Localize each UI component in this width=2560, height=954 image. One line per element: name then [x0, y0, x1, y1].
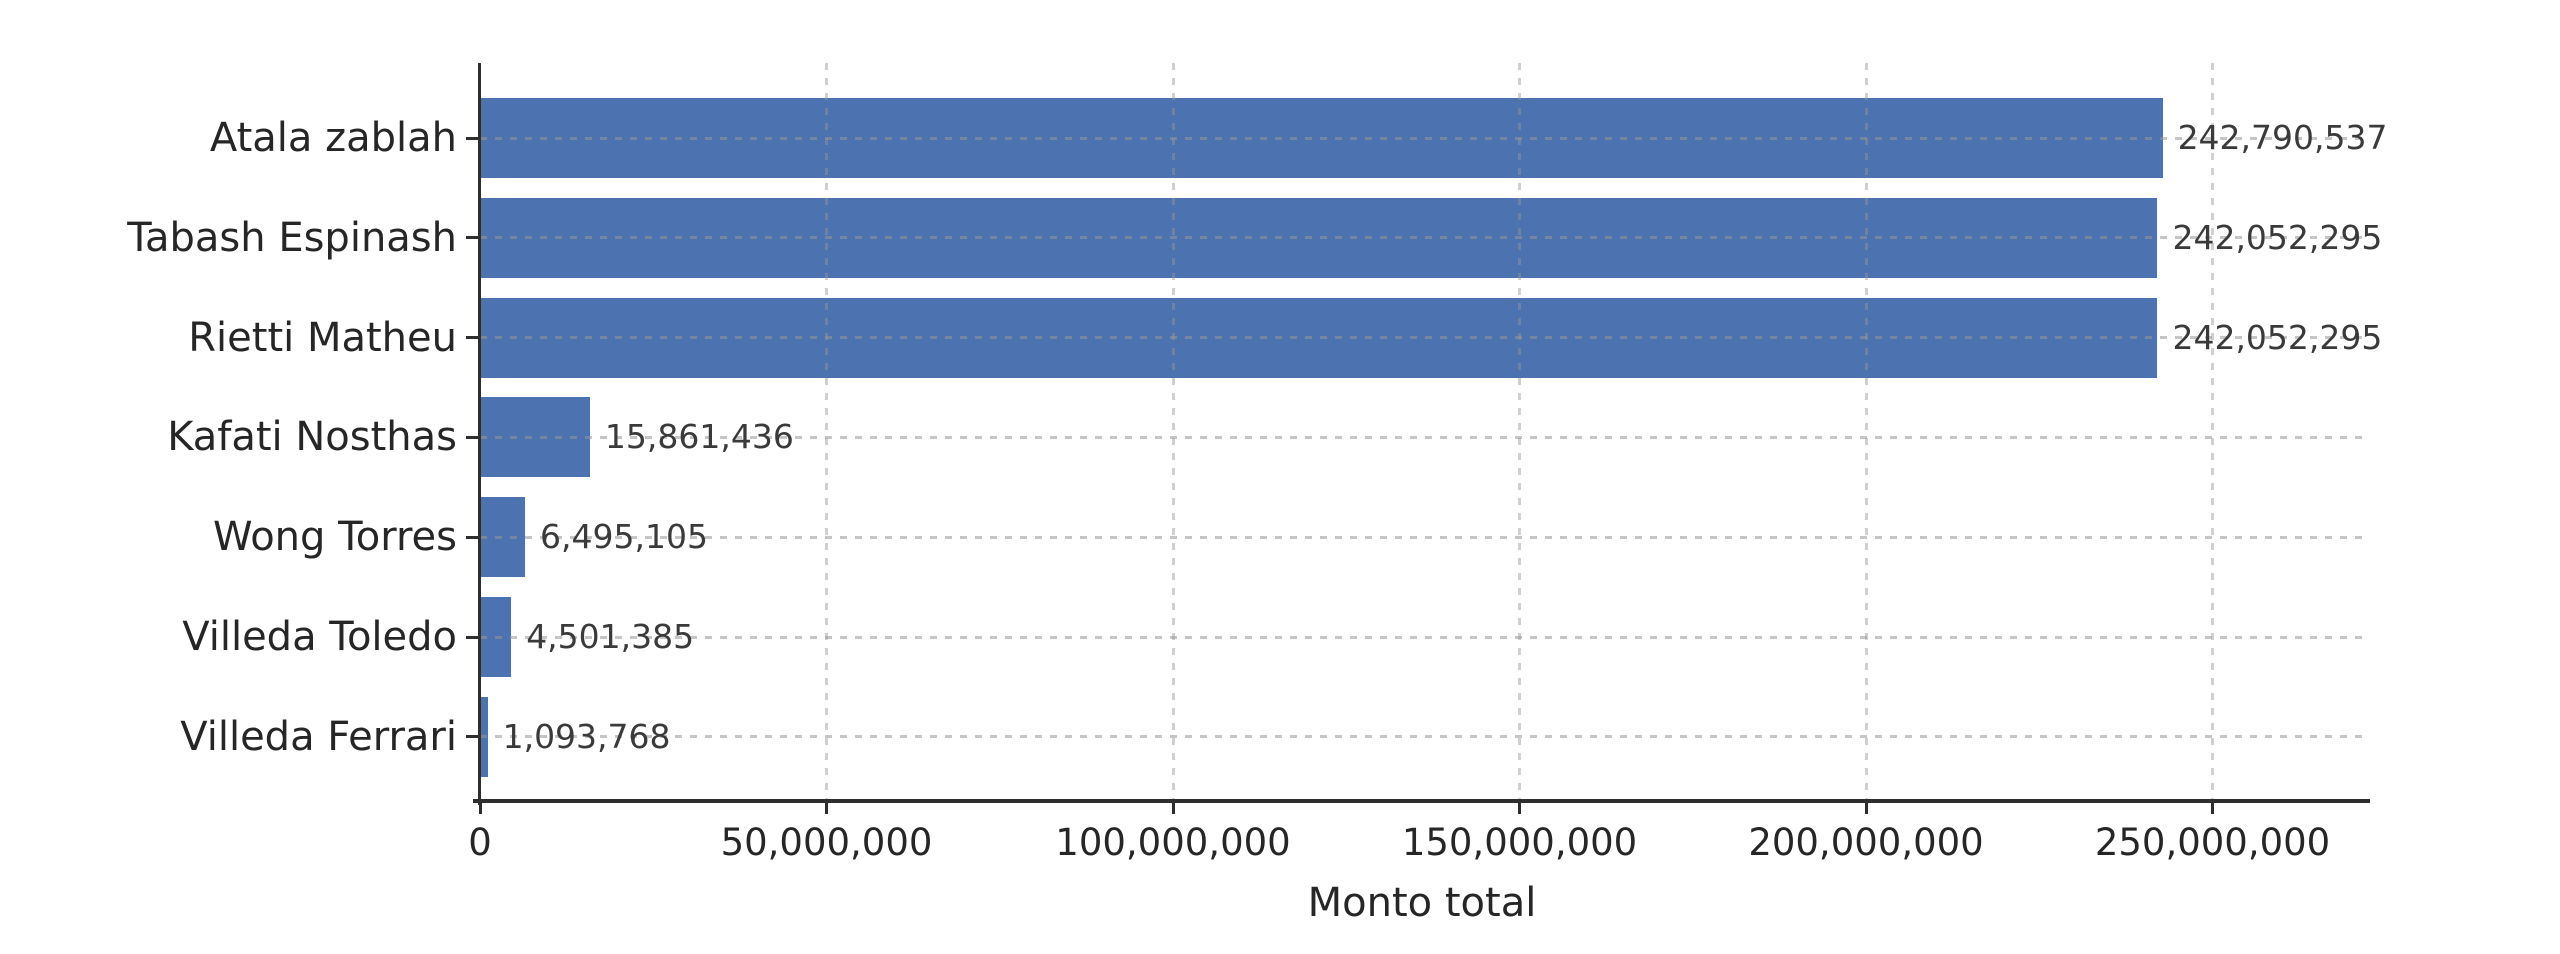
h-gridline-2 [480, 336, 2365, 340]
y-axis-spine [478, 63, 481, 805]
y-tick-mark-5 [466, 635, 480, 639]
x-tick-mark-1 [825, 800, 828, 814]
v-gridline-2 [1171, 63, 1175, 800]
x-tick-label-1: 50,000,000 [720, 821, 933, 864]
h-gridline-1 [480, 236, 2365, 240]
bar-value-label-3: 15,861,436 [604, 417, 794, 457]
x-tick-mark-3 [1518, 800, 1522, 814]
x-axis-spine [473, 799, 2370, 803]
y-tick-mark-1 [466, 236, 480, 240]
category-label-3: Kafati Nosthas [167, 414, 457, 461]
x-tick-label-4: 200,000,000 [1748, 821, 1984, 864]
y-tick-mark-0 [466, 136, 480, 140]
x-tick-label-2: 100,000,000 [1055, 821, 1291, 864]
x-axis-title: Monto total [1307, 880, 1537, 926]
x-tick-mark-4 [1864, 800, 1868, 814]
v-gridline-5 [2211, 63, 2215, 800]
x-tick-label-0: 0 [468, 821, 492, 864]
v-gridline-1 [825, 63, 828, 800]
h-gridline-4 [480, 535, 2365, 539]
category-label-4: Wong Torres [212, 514, 457, 561]
bar-value-label-0: 242,790,537 [2177, 118, 2388, 157]
h-gridline-5 [480, 635, 2365, 639]
y-tick-mark-3 [466, 435, 480, 439]
bar-value-label-4: 6,495,105 [540, 517, 708, 557]
bar-value-label-5: 4,501,385 [526, 617, 695, 657]
x-tick-mark-0 [478, 800, 482, 814]
x-tick-label-3: 150,000,000 [1401, 821, 1638, 864]
x-tick-mark-5 [2211, 800, 2215, 814]
bar-value-label-2: 242,052,295 [2172, 317, 2383, 357]
v-gridline-4 [1864, 63, 1868, 800]
bar-value-label-1: 242,052,295 [2172, 217, 2383, 257]
h-gridline-3 [480, 435, 2365, 439]
category-label-0: Atala zablah [209, 115, 457, 161]
h-gridline-0 [480, 136, 2365, 140]
category-label-5: Villeda Toledo [182, 614, 457, 661]
y-tick-mark-2 [466, 336, 480, 340]
y-tick-mark-6 [466, 735, 480, 739]
y-tick-mark-4 [466, 535, 480, 539]
category-label-2: Rietti Matheu [188, 314, 457, 361]
h-gridline-6 [480, 735, 2365, 739]
category-label-6: Villeda Ferrari [180, 713, 457, 760]
v-gridline-3 [1518, 63, 1522, 800]
category-label-1: Tabash Espinash [127, 214, 457, 261]
x-tick-mark-2 [1171, 800, 1175, 814]
x-tick-label-5: 250,000,000 [2094, 821, 2331, 864]
bar-value-label-6: 1,093,768 [502, 716, 671, 756]
